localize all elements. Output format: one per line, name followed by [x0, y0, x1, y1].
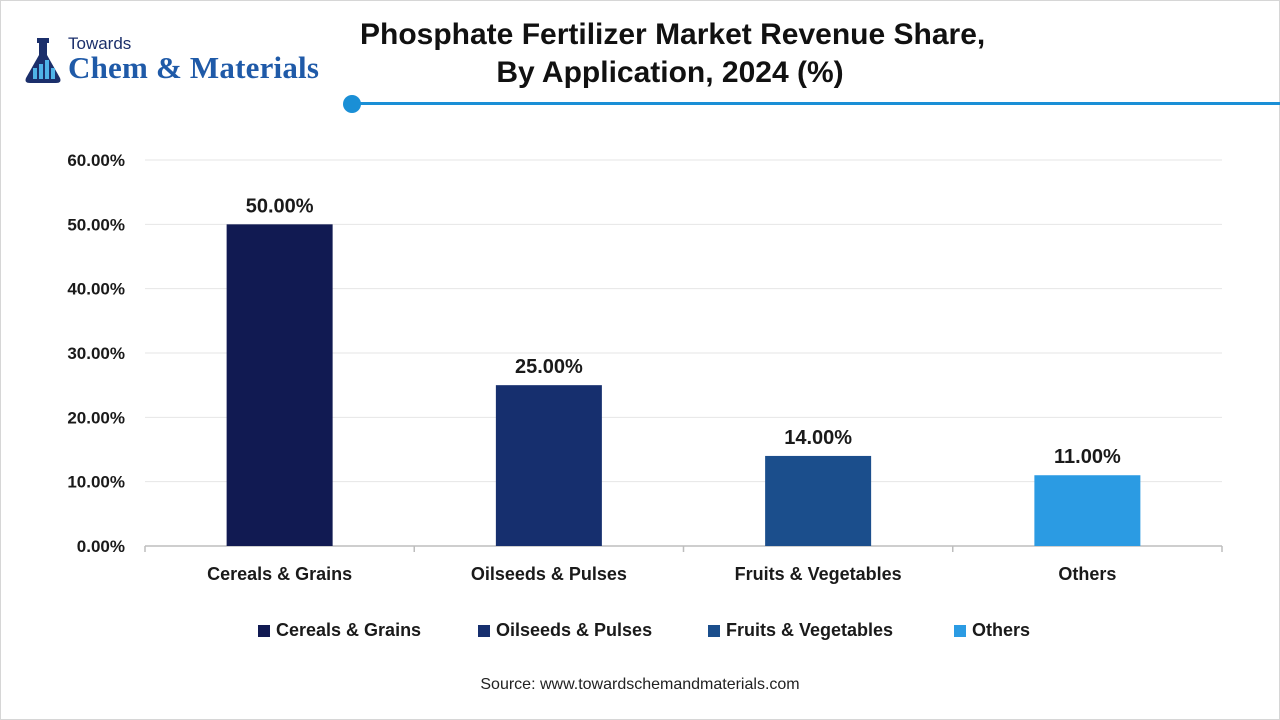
- x-category-label: Fruits & Vegetables: [735, 564, 902, 584]
- brand-logo: Towards Chem & Materials: [22, 34, 342, 90]
- y-tick-label: 0.00%: [77, 537, 125, 556]
- legend-swatch: [954, 624, 966, 637]
- chart-title-line1: Phosphate Fertilizer Market Revenue Shar…: [360, 18, 986, 51]
- bar-1: [226, 224, 333, 547]
- legend-label: Others: [972, 620, 1031, 640]
- data-label: 14.00%: [784, 427, 852, 449]
- bar-2: [495, 385, 602, 546]
- chart-legend: Cereals & Grains Oilseeds & Pulses Fruits …: [0, 620, 1280, 644]
- y-tick-label: 60.00%: [67, 151, 125, 170]
- bar-chart: 0.00% 10.00% 20.00% 30.00% 40.00% 50.00% 60.00…: [67, 151, 1223, 584]
- x-category-label: Cereals & Grains: [207, 564, 352, 584]
- brand-top-text: Towards: [68, 34, 132, 53]
- legend-label: Oilseeds & Pulses: [496, 620, 653, 640]
- legend-item: Oilseeds & Pulses: [478, 620, 652, 641]
- bar-4: [1034, 475, 1141, 546]
- header-rule: [355, 102, 1280, 105]
- x-category-label: Others: [1058, 564, 1116, 584]
- y-tick-label: 30.00%: [67, 344, 125, 363]
- legend-item: Others: [954, 620, 1030, 641]
- legend-item: Cereals & Grains: [258, 620, 421, 641]
- header-rule-dot: [343, 95, 361, 113]
- data-label: 11.00%: [1054, 446, 1121, 468]
- data-label: 25.00%: [515, 356, 583, 378]
- y-tick-label: 50.00%: [67, 215, 125, 234]
- bar-3: [765, 455, 872, 546]
- x-category-label: Oilseeds & Pulses: [471, 564, 627, 584]
- legend-label: Cereals & Grains: [276, 620, 422, 640]
- legend-swatch: [708, 624, 720, 637]
- y-tick-label: 20.00%: [67, 408, 125, 427]
- source-note: Source: www.towardschemandmaterials.com: [480, 676, 800, 693]
- legend-item: Fruits & Vegetables: [708, 620, 893, 641]
- legend-swatch: [258, 624, 270, 637]
- chart-title-line2: By Application, 2024 (%): [496, 56, 844, 89]
- y-tick-label: 40.00%: [67, 280, 125, 299]
- brand-main-text: Chem & Materials: [68, 50, 320, 85]
- chart-title: Phosphate Fertilizer Market Revenue Shar…: [360, 16, 986, 92]
- data-label: 50.00%: [246, 195, 314, 217]
- flask-icon: [25, 38, 61, 83]
- legend-swatch: [478, 624, 490, 637]
- y-tick-label: 10.00%: [67, 473, 125, 492]
- legend-label: Fruits & Vegetables: [726, 620, 894, 640]
